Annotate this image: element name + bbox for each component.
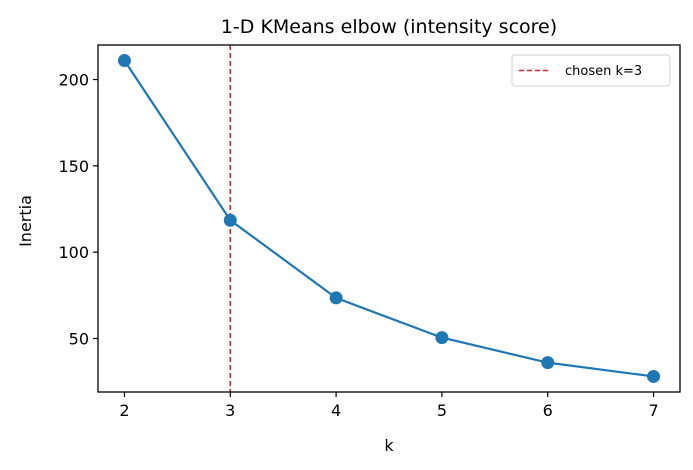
plot-area [117,45,661,392]
inertia-line [123,59,654,378]
y-tick-label: 100 [58,243,89,262]
y-axis-ticks: 50 100 150 200 [58,71,98,348]
x-axis-ticks: 2 3 4 5 6 7 [119,392,659,420]
x-tick-label: 7 [648,401,658,420]
axes-frame [97,44,681,393]
y-tick-label: 50 [69,329,89,348]
y-tick-label: 150 [58,157,89,176]
data-point [117,54,131,68]
data-point [541,356,555,370]
x-axis-label: k [384,436,394,455]
legend-label: chosen k=3 [565,64,642,79]
x-tick-label: 3 [225,401,235,420]
data-point [329,291,343,305]
legend: chosen k=3 [511,54,671,87]
data-point [647,369,661,383]
legend-box [511,54,671,87]
x-tick-label: 6 [543,401,553,420]
y-axis-label: Inertia [16,195,35,247]
y-tick-label: 200 [58,71,89,90]
x-tick-label: 5 [437,401,447,420]
chart-title: 1-D KMeans elbow (intensity score) [221,16,557,38]
data-point [435,331,449,345]
x-tick-label: 2 [119,401,129,420]
x-tick-label: 4 [331,401,341,420]
data-point [223,213,237,227]
